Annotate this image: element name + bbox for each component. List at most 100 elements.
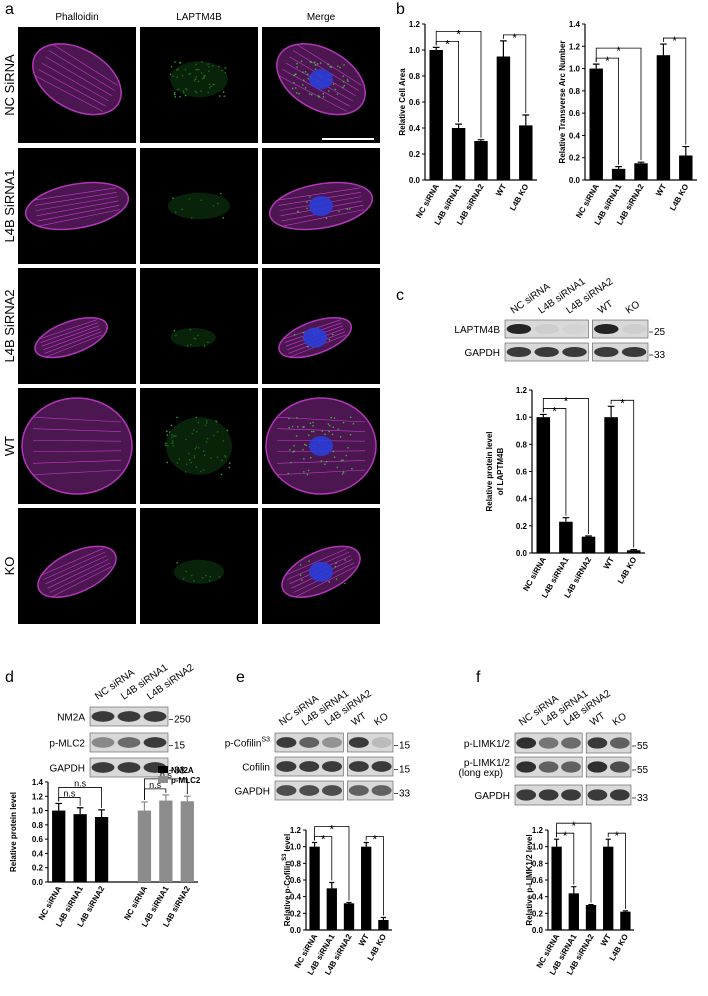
y-tick-label: 0.2: [290, 909, 302, 918]
green-dot: [339, 66, 341, 69]
actin-fiber: [47, 559, 109, 589]
error-bar: [183, 795, 191, 802]
green-dot: [289, 448, 291, 451]
green-dot: [300, 60, 303, 63]
bar: [656, 55, 671, 181]
green-dot: [327, 90, 330, 92]
green-dot: [340, 459, 343, 462]
blot-band: [371, 785, 392, 796]
green-dot: [310, 61, 313, 63]
green-dot: [306, 73, 309, 75]
actin-fiber: [276, 460, 366, 464]
green-dot: [176, 416, 178, 419]
error-bar: [630, 549, 638, 551]
green-dot: [166, 461, 168, 464]
green-dot: [305, 444, 307, 447]
green-dot: [336, 93, 339, 95]
blot-band: [348, 761, 369, 772]
actin-fiber: [277, 187, 361, 201]
bar: [52, 810, 66, 882]
bar: [559, 521, 573, 553]
bar: [519, 125, 533, 180]
y-tick-label: 0.8: [409, 72, 421, 81]
bar: [626, 550, 641, 553]
actin-fiber: [49, 562, 111, 593]
significance-label: *: [672, 34, 677, 48]
blot-band: [143, 711, 167, 722]
green-dot: [303, 471, 305, 473]
green-dot: [299, 574, 302, 576]
y-tick-label: 0.0: [532, 926, 544, 935]
significance-bracket: [435, 31, 482, 138]
actin-fiber: [40, 322, 99, 343]
green-dot: [347, 446, 349, 449]
blot-band: [534, 346, 559, 358]
blot-band: [621, 346, 647, 358]
green-dot: [322, 93, 325, 95]
bar: [568, 893, 579, 930]
actin-fiber: [41, 548, 104, 576]
actin-fiber: [51, 566, 112, 598]
blot-band: [276, 737, 297, 748]
green-dot: [293, 74, 296, 77]
marker-label: 33: [174, 766, 186, 777]
error-bar: [592, 63, 600, 69]
marker-label: 15: [399, 741, 411, 752]
green-dot: [294, 87, 297, 89]
actin-fiber: [296, 44, 362, 86]
green-dot: [295, 435, 298, 437]
green-dot: [304, 71, 307, 73]
blot-band: [321, 737, 343, 748]
green-dot: [332, 450, 335, 453]
green-dot: [179, 61, 181, 64]
y-tick-label: 1.2: [32, 792, 44, 801]
green-dot: [296, 417, 298, 419]
green-dot: [343, 64, 345, 66]
actin-fiber: [52, 44, 118, 86]
green-dot: [296, 426, 299, 428]
green-dot: [346, 208, 349, 210]
green-dot: [328, 338, 331, 341]
y-tick-label: 0.6: [532, 876, 544, 885]
significance-label: *: [456, 27, 461, 41]
green-dot: [306, 207, 308, 210]
actin-stain: [21, 397, 133, 495]
bar: [536, 417, 551, 553]
significance-label: n.s: [74, 778, 87, 788]
green-dot: [288, 417, 290, 420]
y-tick-label: 1.0: [290, 843, 302, 852]
actin-fiber: [276, 428, 366, 432]
green-dot: [173, 329, 176, 332]
panel-letter: d: [5, 669, 14, 686]
green-dot: [319, 62, 322, 64]
actin-fiber: [278, 75, 347, 112]
blot-band: [594, 346, 619, 358]
green-dot: [226, 429, 229, 432]
y-tick-label: 1.2: [532, 826, 544, 835]
nucleus: [303, 327, 328, 348]
blot-band: [561, 761, 581, 773]
green-dot: [304, 87, 307, 89]
blot-band: [562, 324, 586, 334]
green-dot: [222, 217, 224, 219]
protein-label: LAPTM4B: [454, 325, 500, 336]
y-tick-label: 0.6: [32, 835, 44, 844]
green-dot: [325, 217, 328, 220]
actin-stain: [37, 545, 117, 598]
green-dot: [327, 423, 330, 425]
y-axis-label: Relative p-LIMK1/2 level: [525, 834, 534, 925]
bar: [589, 68, 603, 180]
blot-band: [538, 761, 559, 773]
blot-band: [561, 789, 581, 801]
panel-letter: b: [396, 1, 405, 18]
blot-band: [534, 323, 559, 335]
green-dot: [166, 430, 168, 433]
blot-band: [276, 761, 297, 772]
marker-label: 15: [399, 765, 411, 776]
error-bar: [432, 46, 440, 50]
significance-bracket: [663, 37, 687, 145]
significance-label: *: [372, 833, 377, 847]
y-axis-label: Relative protein level: [485, 431, 494, 511]
actin-fiber: [34, 75, 103, 112]
nucleus: [309, 436, 333, 456]
